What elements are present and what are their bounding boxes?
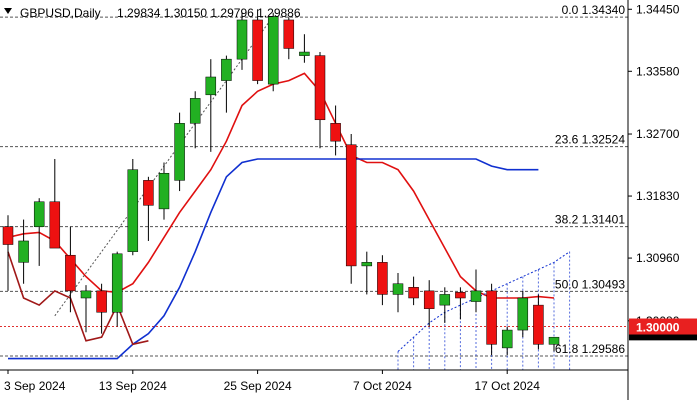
bear-candle-body	[533, 304, 544, 345]
bull-candle-body	[189, 98, 201, 124]
bull-candle-body	[267, 16, 279, 85]
fibonacci-level-label: 50.0 1.30493	[555, 277, 625, 291]
bull-candle-body	[33, 201, 45, 227]
indicator-series-line	[8, 158, 539, 360]
bull-candle-body	[470, 290, 482, 302]
bull-candle-body	[517, 297, 529, 331]
bear-candle-body	[283, 19, 295, 49]
time-tick-label: 25 Sep 2024	[224, 379, 292, 393]
price-tick-label: 1.31830	[636, 189, 680, 203]
bull-candle-body	[18, 240, 29, 263]
fibonacci-level-label: 38.2 1.31401	[555, 213, 625, 227]
indicator-lines	[7, 16, 570, 360]
bear-candle-body	[49, 201, 61, 249]
bull-candle-body	[127, 169, 139, 252]
bull-candle-body	[205, 76, 217, 96]
bull-candle-body	[236, 19, 248, 60]
price-tick-label: 1.30960	[636, 251, 680, 265]
bull-candle-body	[221, 58, 232, 81]
bear-candle-body	[330, 123, 341, 142]
indicator-series-line	[397, 251, 570, 352]
bull-candle-body	[158, 172, 170, 210]
time-tick-label: 17 Oct 2024	[475, 379, 541, 393]
bear-candle-body	[423, 290, 435, 309]
bull-candle-body	[392, 283, 404, 295]
collapse-triangle-icon[interactable]	[4, 8, 12, 14]
bull-candle-body	[361, 262, 373, 267]
bear-candle-body	[143, 180, 154, 206]
bear-candle-body	[345, 144, 357, 267]
ohlc-values: 1.29834 1.30150 1.29796 1.29886	[117, 6, 301, 20]
bear-candle-body	[65, 254, 76, 292]
price-axis: 1.344501.335801.327001.318301.309601.300…	[628, 2, 680, 328]
bull-candle-body	[548, 336, 560, 345]
price-tick-label: 1.32700	[636, 127, 680, 141]
bull-candle-body	[439, 294, 451, 306]
symbol-label: GBPUSD,Daily	[20, 6, 101, 20]
bear-candle-body	[2, 226, 14, 245]
time-tick-label: 3 Sep 2024	[4, 379, 66, 393]
bear-candle-body	[252, 19, 263, 81]
price-tags: 1.30000	[629, 318, 697, 341]
fibonacci-level-label: 23.6 1.32524	[555, 133, 625, 147]
reference-price-tag	[629, 318, 697, 335]
time-tick-label: 7 Oct 2024	[353, 379, 412, 393]
indicator-series-line	[7, 251, 149, 346]
time-tick-label: 13 Sep 2024	[99, 379, 167, 393]
bull-candle-body	[174, 123, 185, 181]
reference-price-label: 1.30000	[636, 321, 680, 335]
bull-candle-body	[501, 329, 513, 349]
bear-candle-body	[96, 290, 107, 313]
bull-candle-body	[111, 253, 123, 313]
price-tick-label: 1.33580	[636, 64, 680, 78]
fibonacci-labels: 0.0 1.34340 23.6 1.32524 38.2 1.31401 50.0 …	[555, 3, 625, 356]
fibonacci-level-label: 61.8 1.29586	[555, 342, 625, 356]
bear-candle-body	[408, 287, 419, 299]
bear-candle-body	[486, 290, 497, 345]
candles	[2, 9, 560, 356]
bull-candle-body	[299, 51, 310, 56]
price-tick-label: 1.34450	[636, 2, 680, 16]
bear-candle-body	[314, 55, 326, 121]
cloud-layer	[397, 251, 571, 370]
indicator-series-line	[7, 72, 555, 299]
bull-candle-body	[80, 290, 92, 299]
bear-candle-body	[377, 262, 388, 295]
fibonacci-level-label: 0.0 1.34340	[562, 3, 626, 17]
bear-candle-body	[455, 292, 466, 299]
time-axis: 3 Sep 2024 13 Sep 2024 25 Sep 2024 7 Oct 20…	[4, 370, 540, 393]
